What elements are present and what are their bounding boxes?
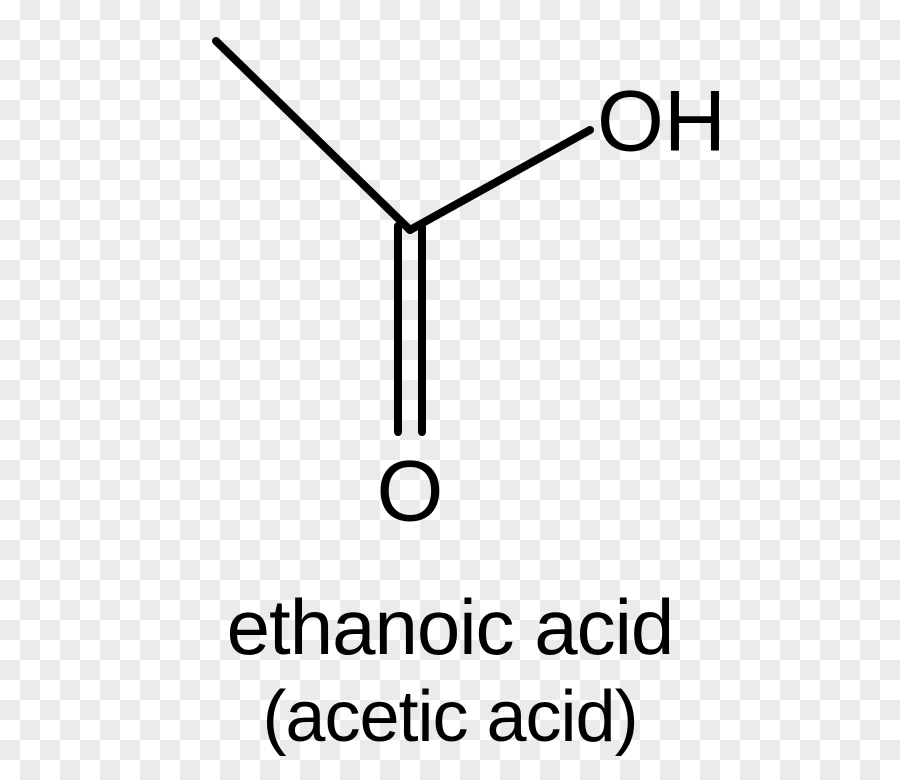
atom-label-o: O bbox=[377, 444, 444, 540]
compound-name-secondary: (acetic acid) bbox=[0, 676, 900, 758]
atom-label-oh: OH bbox=[597, 74, 726, 170]
compound-name-primary: ethanoic acid bbox=[0, 582, 900, 673]
bond-methyl bbox=[216, 41, 410, 230]
bond-hydroxyl bbox=[410, 130, 590, 230]
